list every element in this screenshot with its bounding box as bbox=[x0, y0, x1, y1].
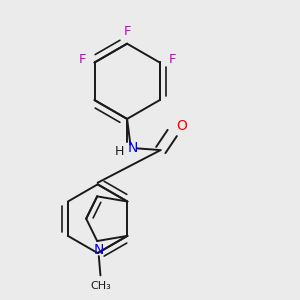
Text: N: N bbox=[94, 243, 104, 257]
Text: F: F bbox=[78, 53, 86, 66]
Text: H: H bbox=[115, 145, 124, 158]
Text: F: F bbox=[123, 25, 131, 38]
Text: CH₃: CH₃ bbox=[90, 281, 111, 291]
Text: N: N bbox=[128, 141, 138, 155]
Text: F: F bbox=[168, 53, 176, 66]
Text: O: O bbox=[176, 119, 187, 133]
